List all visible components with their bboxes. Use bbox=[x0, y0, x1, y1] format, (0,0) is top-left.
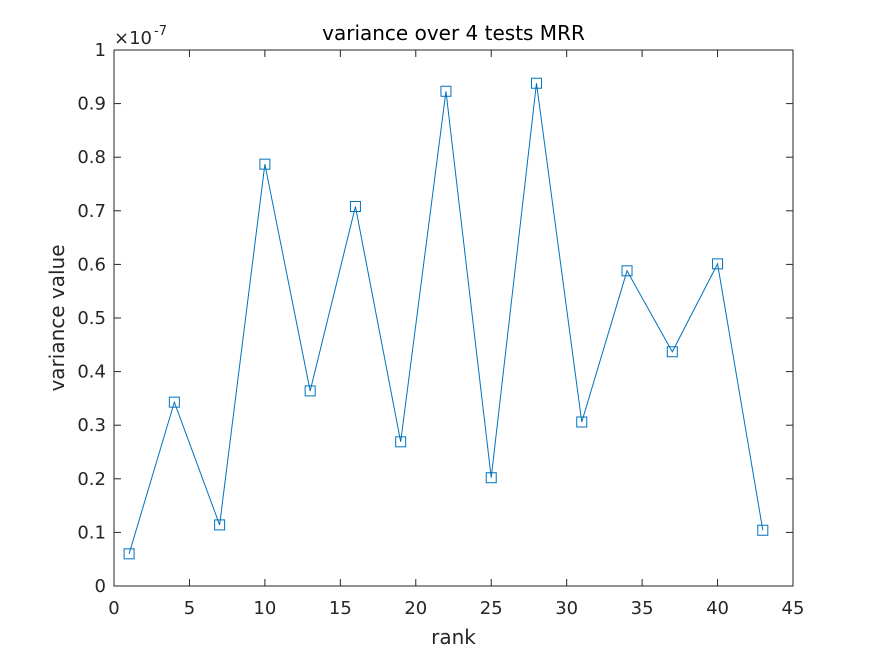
data-point-marker bbox=[485, 472, 497, 484]
x-axis-ticks: 0 5 10 15 20 25 30 35 40 45 bbox=[108, 50, 804, 619]
x-tick-label: 45 bbox=[782, 598, 805, 619]
data-point-marker bbox=[621, 265, 633, 277]
y-tick-label: 0.5 bbox=[77, 308, 106, 329]
y-tick-label: 0.6 bbox=[77, 254, 106, 275]
data-point-marker bbox=[349, 201, 361, 213]
y-tick-label: 0 bbox=[95, 576, 106, 597]
data-point-marker bbox=[304, 385, 316, 397]
y-tick-label: 0.9 bbox=[77, 94, 106, 115]
series-line bbox=[128, 83, 764, 554]
y-axis-ticks: 0 0.1 0.2 0.3 0.4 0.5 0.6 0.7 0.8 0.9 1 bbox=[77, 40, 793, 597]
data-point-marker bbox=[168, 396, 180, 408]
y-tick-label: 0.7 bbox=[77, 201, 106, 222]
data-point-marker bbox=[259, 158, 271, 170]
data-point-marker bbox=[214, 519, 226, 531]
x-tick-label: 0 bbox=[108, 598, 119, 619]
y-tick-label: 1 bbox=[95, 40, 106, 61]
x-axis-label: rank bbox=[431, 625, 476, 649]
plot-area-background bbox=[114, 50, 793, 586]
x-tick-label: 25 bbox=[480, 598, 503, 619]
series-layer bbox=[123, 77, 769, 560]
data-point-marker bbox=[666, 346, 678, 358]
y-axis-exponent-power: -7 bbox=[154, 24, 167, 39]
y-axis-exponent-base: ×10 bbox=[114, 28, 152, 49]
y-tick-label: 0.4 bbox=[77, 362, 106, 383]
data-point-marker bbox=[395, 436, 407, 448]
x-tick-label: 35 bbox=[631, 598, 654, 619]
x-tick-label: 10 bbox=[253, 598, 276, 619]
data-point-marker bbox=[440, 85, 452, 97]
data-point-marker bbox=[123, 548, 135, 560]
y-axis-label: variance value bbox=[45, 244, 69, 391]
chart-title: variance over 4 tests MRR bbox=[322, 21, 585, 45]
x-tick-label: 5 bbox=[184, 598, 195, 619]
data-point-marker bbox=[757, 524, 769, 536]
x-tick-label: 20 bbox=[404, 598, 427, 619]
y-tick-label: 0.1 bbox=[77, 522, 106, 543]
data-point-marker bbox=[530, 77, 542, 89]
x-tick-label: 15 bbox=[329, 598, 352, 619]
data-point-marker bbox=[576, 416, 588, 428]
x-tick-label: 30 bbox=[555, 598, 578, 619]
data-point-marker bbox=[712, 258, 724, 270]
y-tick-label: 0.3 bbox=[77, 415, 106, 436]
y-tick-label: 0.8 bbox=[77, 147, 106, 168]
y-tick-label: 0.2 bbox=[77, 469, 106, 490]
x-tick-label: 40 bbox=[706, 598, 729, 619]
